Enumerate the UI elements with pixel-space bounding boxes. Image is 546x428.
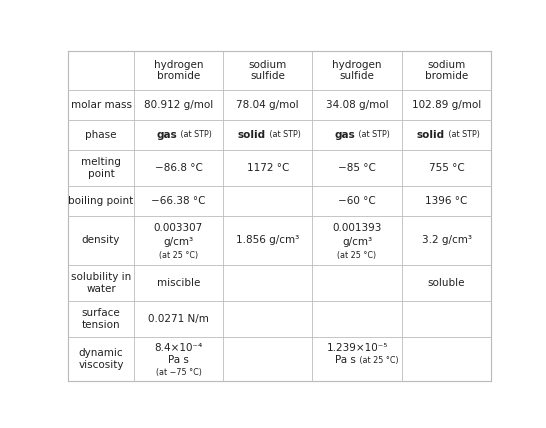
Text: gas: gas xyxy=(335,130,355,140)
Text: hydrogen
bromide: hydrogen bromide xyxy=(154,60,203,81)
Text: sodium
bromide: sodium bromide xyxy=(425,60,468,81)
Text: 34.08 g/mol: 34.08 g/mol xyxy=(326,100,388,110)
Text: (at STP): (at STP) xyxy=(356,131,390,140)
Text: g/cm³: g/cm³ xyxy=(342,237,372,247)
Text: solubility in
water: solubility in water xyxy=(71,272,131,294)
Text: sodium
sulfide: sodium sulfide xyxy=(248,60,287,81)
Text: (at 25 °C): (at 25 °C) xyxy=(337,251,377,260)
Text: (at STP): (at STP) xyxy=(446,131,479,140)
Text: molar mass: molar mass xyxy=(70,100,132,110)
Text: (at STP): (at STP) xyxy=(177,131,211,140)
Text: 8.4×10⁻⁴: 8.4×10⁻⁴ xyxy=(155,342,203,353)
Text: −60 °C: −60 °C xyxy=(338,196,376,206)
Text: dynamic
viscosity: dynamic viscosity xyxy=(78,348,124,370)
Text: 0.0271 N/m: 0.0271 N/m xyxy=(148,314,209,324)
Text: (at 25 °C): (at 25 °C) xyxy=(159,251,198,260)
Text: 1396 °C: 1396 °C xyxy=(425,196,468,206)
Text: g/cm³: g/cm³ xyxy=(163,237,193,247)
Text: 3.2 g/cm³: 3.2 g/cm³ xyxy=(422,235,472,245)
Text: 0.003307: 0.003307 xyxy=(154,223,203,233)
Text: phase: phase xyxy=(85,130,117,140)
Text: Pa s: Pa s xyxy=(335,355,356,365)
Text: 0.001393: 0.001393 xyxy=(333,223,382,233)
Text: solid: solid xyxy=(238,130,266,140)
Text: surface
tension: surface tension xyxy=(82,308,121,330)
Text: (at 25 °C): (at 25 °C) xyxy=(357,356,399,365)
Text: solid: solid xyxy=(417,130,445,140)
Text: hydrogen
sulfide: hydrogen sulfide xyxy=(333,60,382,81)
Text: boiling point: boiling point xyxy=(68,196,134,206)
Text: 1.856 g/cm³: 1.856 g/cm³ xyxy=(236,235,299,245)
Text: gas: gas xyxy=(156,130,177,140)
Text: −86.8 °C: −86.8 °C xyxy=(155,163,203,173)
Text: (at STP): (at STP) xyxy=(267,131,301,140)
Text: 78.04 g/mol: 78.04 g/mol xyxy=(236,100,299,110)
Text: melting
point: melting point xyxy=(81,157,121,179)
Text: miscible: miscible xyxy=(157,278,200,288)
Text: 80.912 g/mol: 80.912 g/mol xyxy=(144,100,213,110)
Text: Pa s: Pa s xyxy=(168,355,189,365)
Text: −85 °C: −85 °C xyxy=(338,163,376,173)
Text: 1.239×10⁻⁵: 1.239×10⁻⁵ xyxy=(327,342,388,353)
Text: soluble: soluble xyxy=(428,278,465,288)
Text: density: density xyxy=(82,235,120,245)
Text: (at −75 °C): (at −75 °C) xyxy=(156,368,201,377)
Text: 102.89 g/mol: 102.89 g/mol xyxy=(412,100,481,110)
Text: −66.38 °C: −66.38 °C xyxy=(151,196,206,206)
Text: 1172 °C: 1172 °C xyxy=(247,163,289,173)
Text: 755 °C: 755 °C xyxy=(429,163,465,173)
